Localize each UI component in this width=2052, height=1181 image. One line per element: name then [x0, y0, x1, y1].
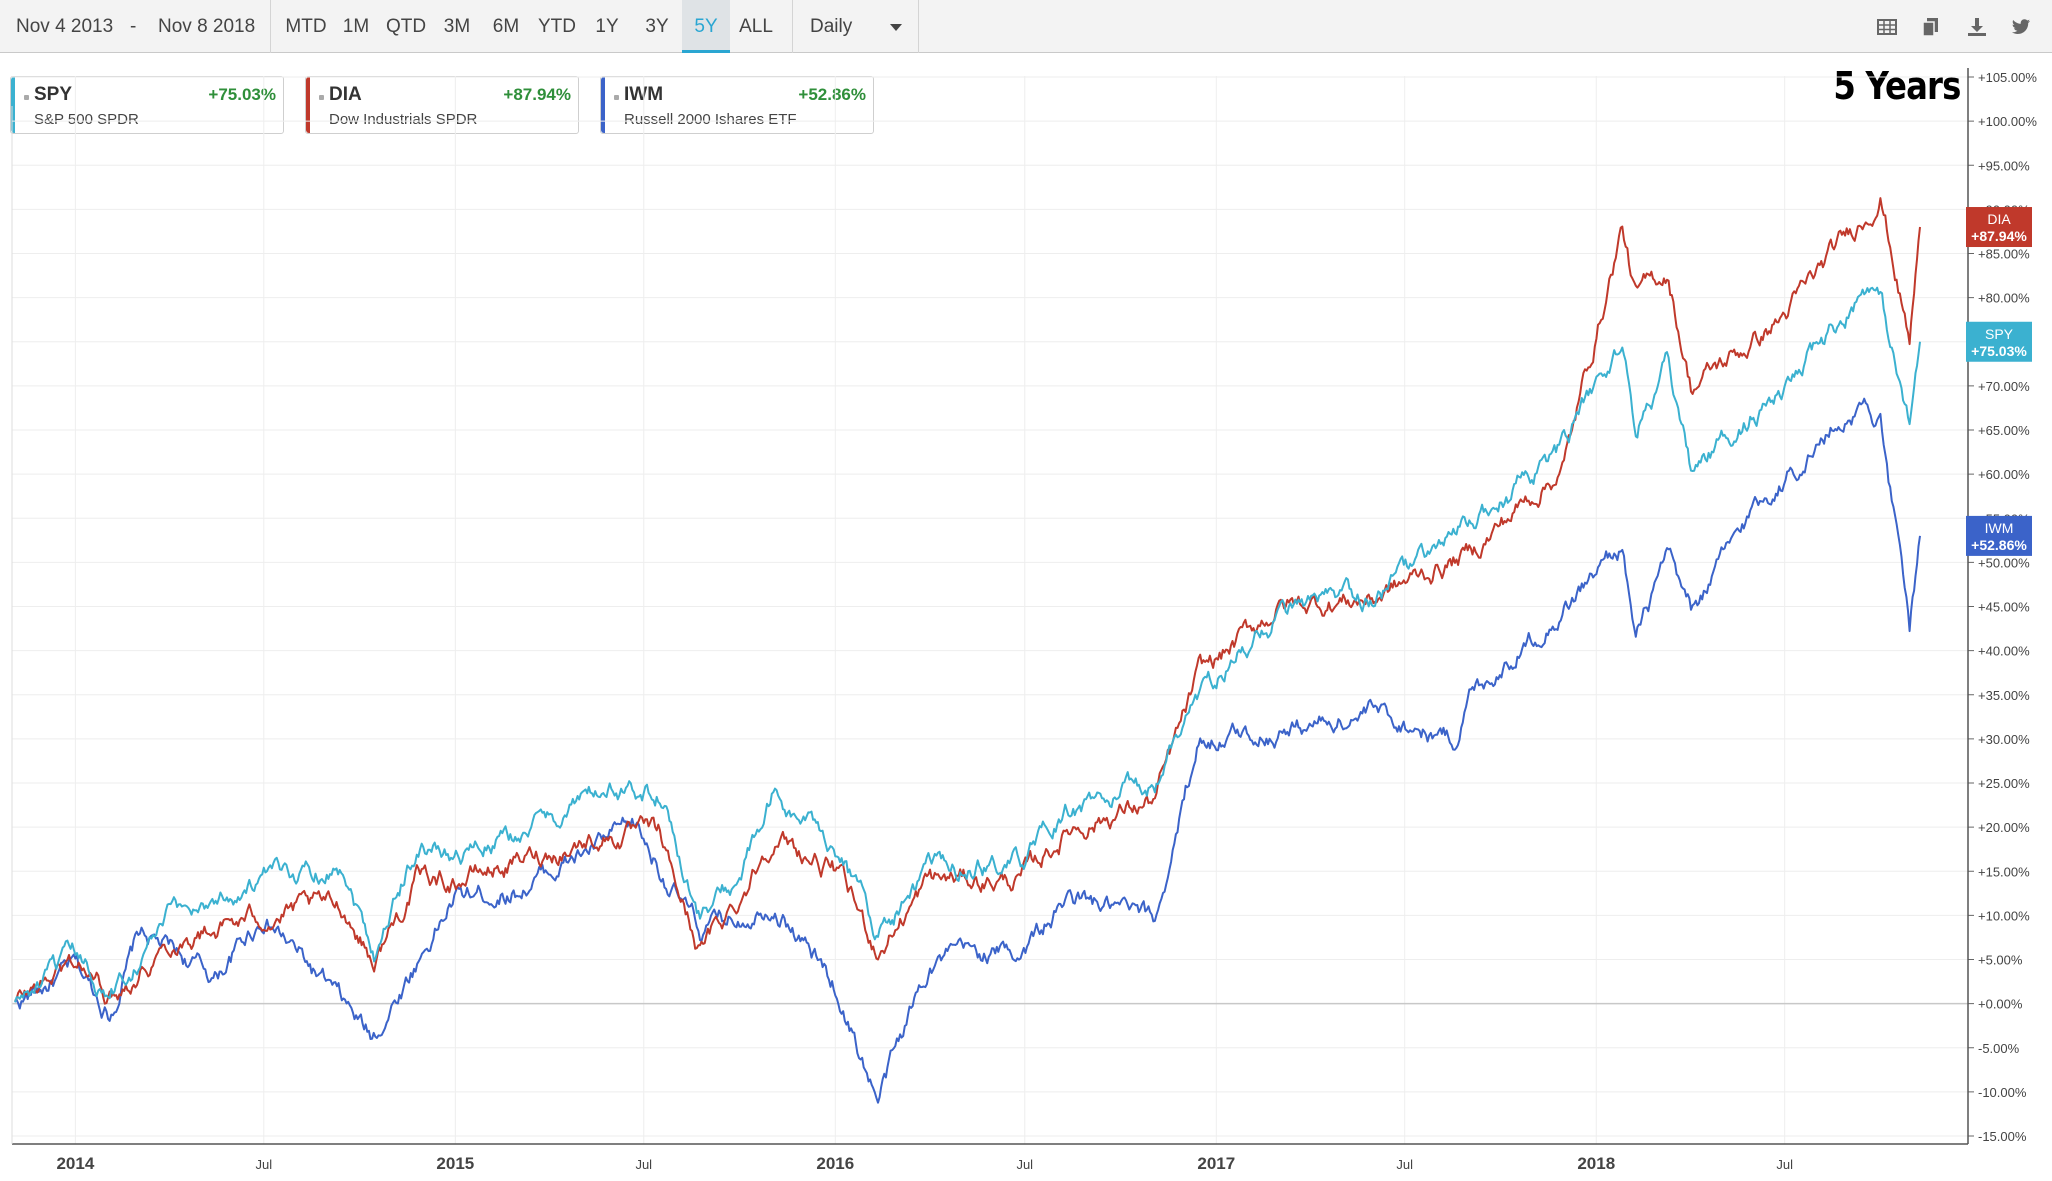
drag-handle-icon [24, 95, 29, 100]
drag-handle-icon [614, 95, 619, 100]
period-overlay-title: 5 Years [1832, 64, 1961, 108]
y-tick-label: +0.00% [1978, 997, 2023, 1012]
legend-symbol: DIA [329, 84, 362, 105]
y-tick-label: +50.00% [1978, 555, 2030, 570]
y-tick-label: +65.00% [1978, 423, 2030, 438]
toolbar-divider [792, 0, 793, 53]
twitter-icon[interactable] [2010, 16, 2032, 38]
badge-background [1966, 515, 2032, 556]
series-line-dia [14, 197, 1921, 1005]
x-tick-label: Jul [1016, 1157, 1033, 1172]
y-tick-label: -15.00% [1978, 1129, 2027, 1144]
range-ytd-button[interactable]: YTD [538, 16, 576, 37]
y-tick-label: +25.00% [1978, 776, 2030, 791]
y-tick-label: +5.00% [1978, 953, 2023, 968]
line-chart[interactable]: 2014 Jul 2015 Jul 2016 Jul 2017 Jul 2018 Jul +105.… [0, 53, 2052, 1181]
legend-item-spy[interactable]: SPY +75.03% S&P 500 SPDR [10, 76, 284, 134]
range-6m-button[interactable]: 6M [492, 16, 520, 37]
series-line-spy [14, 286, 1921, 1003]
range-1y-button[interactable]: 1Y [595, 16, 619, 37]
series-color-bar [306, 77, 310, 133]
series-color-bar [11, 77, 15, 133]
range-1m-button[interactable]: 1M [342, 16, 370, 37]
badge-value: +87.94% [1971, 228, 2027, 244]
y-tick-label: +70.00% [1978, 379, 2030, 394]
legend-change: +75.03% [208, 85, 276, 104]
y-tick-label: +15.00% [1978, 864, 2030, 879]
y-tick-label: +95.00% [1978, 158, 2030, 173]
caret-down-icon [890, 24, 902, 31]
series-color-bar [601, 77, 605, 133]
x-tick-label: Jul [1776, 1157, 1793, 1172]
drag-handle-icon [319, 95, 324, 100]
legend-change: +52.86% [798, 85, 866, 104]
y-tick-label: +35.00% [1978, 688, 2030, 703]
end-date[interactable]: Nov 8 2018 [158, 16, 256, 37]
y-tick-label: +45.00% [1978, 600, 2030, 615]
table-icon[interactable] [1876, 16, 1898, 38]
x-tick-label: 2014 [56, 1154, 94, 1173]
series-value-badge-dia: DIA+87.94% [1966, 207, 2032, 248]
badge-background [1966, 207, 2032, 248]
range-5y-button[interactable]: 5Y [682, 0, 730, 53]
series-value-badge-spy: SPY+75.03% [1966, 321, 2032, 362]
y-tick-label: +60.00% [1978, 467, 2030, 482]
y-tick-label: -10.00% [1978, 1085, 2027, 1100]
range-all-button[interactable]: ALL [739, 16, 773, 37]
legend-item-iwm[interactable]: IWM +52.86% Russell 2000 Ishares ETF [600, 76, 874, 134]
y-tick-label: +85.00% [1978, 247, 2030, 262]
range-3y-button[interactable]: 3Y [645, 16, 669, 37]
x-tick-label: 2016 [816, 1154, 854, 1173]
x-tick-label: 2017 [1197, 1154, 1235, 1173]
y-tick-label: +105.00% [1978, 70, 2037, 85]
x-tick-label: Jul [1396, 1157, 1413, 1172]
y-tick-label: +30.00% [1978, 732, 2030, 747]
toolbar-divider [918, 0, 919, 53]
badge-background [1966, 321, 2032, 362]
range-3m-button[interactable]: 3M [443, 16, 471, 37]
badge-symbol: SPY [1985, 326, 2014, 342]
series-value-badge-iwm: IWM+52.86% [1966, 515, 2032, 556]
date-range-dash: - [130, 16, 137, 37]
badge-value: +75.03% [1971, 343, 2027, 359]
x-tick-label: Jul [635, 1157, 652, 1172]
x-tick-label: Jul [255, 1157, 272, 1172]
series-line-iwm [14, 397, 1921, 1104]
y-tick-label: +20.00% [1978, 820, 2030, 835]
y-tick-label: +40.00% [1978, 644, 2030, 659]
y-tick-label: +100.00% [1978, 114, 2037, 129]
toolbar-divider [270, 0, 271, 53]
y-tick-label: +80.00% [1978, 291, 2030, 306]
legend-name: Dow Industrials SPDR [329, 111, 478, 128]
range-qtd-button[interactable]: QTD [385, 16, 427, 37]
badge-value: +52.86% [1971, 537, 2027, 553]
download-icon[interactable] [1966, 16, 1988, 38]
interval-select[interactable]: Daily [794, 0, 918, 53]
legend-symbol: SPY [34, 84, 73, 105]
badge-symbol: IWM [1985, 520, 2014, 536]
start-date[interactable]: Nov 4 2013 [16, 16, 114, 37]
y-tick-label: -5.00% [1978, 1041, 2020, 1056]
range-mtd-button[interactable]: MTD [285, 16, 327, 37]
legend-name: S&P 500 SPDR [34, 111, 139, 128]
x-tick-label: 2015 [436, 1154, 474, 1173]
interval-value: Daily [810, 16, 853, 37]
legend-name: Russell 2000 Ishares ETF [624, 111, 797, 128]
y-tick-label: +10.00% [1978, 908, 2030, 923]
x-tick-label: 2018 [1577, 1154, 1615, 1173]
toolbar: Nov 4 2013 - Nov 8 2018 MTD 1M QTD 3M 6M… [0, 0, 2052, 53]
badge-symbol: DIA [1987, 211, 2011, 227]
legend-change: +87.94% [503, 85, 571, 104]
copy-icon[interactable] [1920, 16, 1942, 38]
